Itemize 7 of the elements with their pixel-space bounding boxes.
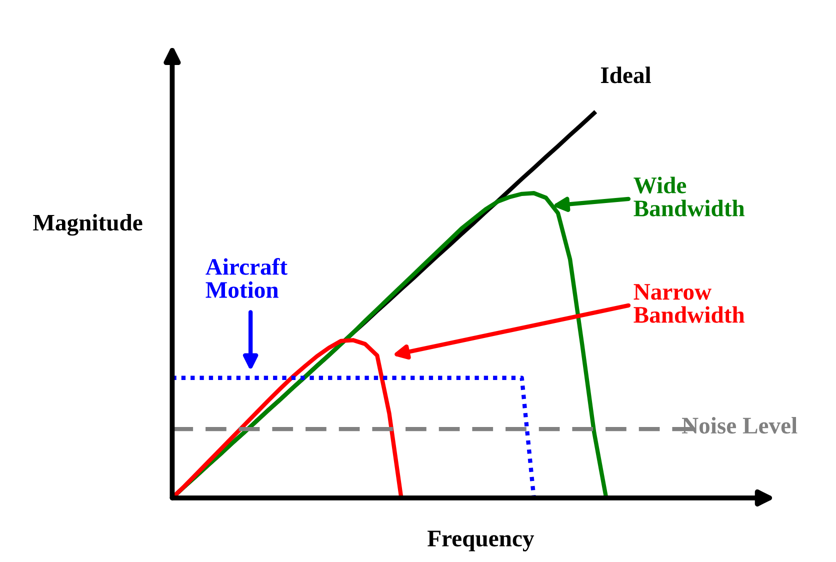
text: Narrow Bandwidth: [634, 284, 745, 323]
y-axis-title: Magnitude: [33, 214, 142, 236]
legend-label: Wide Bandwidth: [634, 176, 745, 216]
series-label: Ideal: [600, 66, 651, 84]
text: Aircraft Motion: [206, 258, 288, 298]
x-axis-title: Frequency: [428, 530, 534, 552]
series-label: Noise Level: [682, 417, 798, 434]
